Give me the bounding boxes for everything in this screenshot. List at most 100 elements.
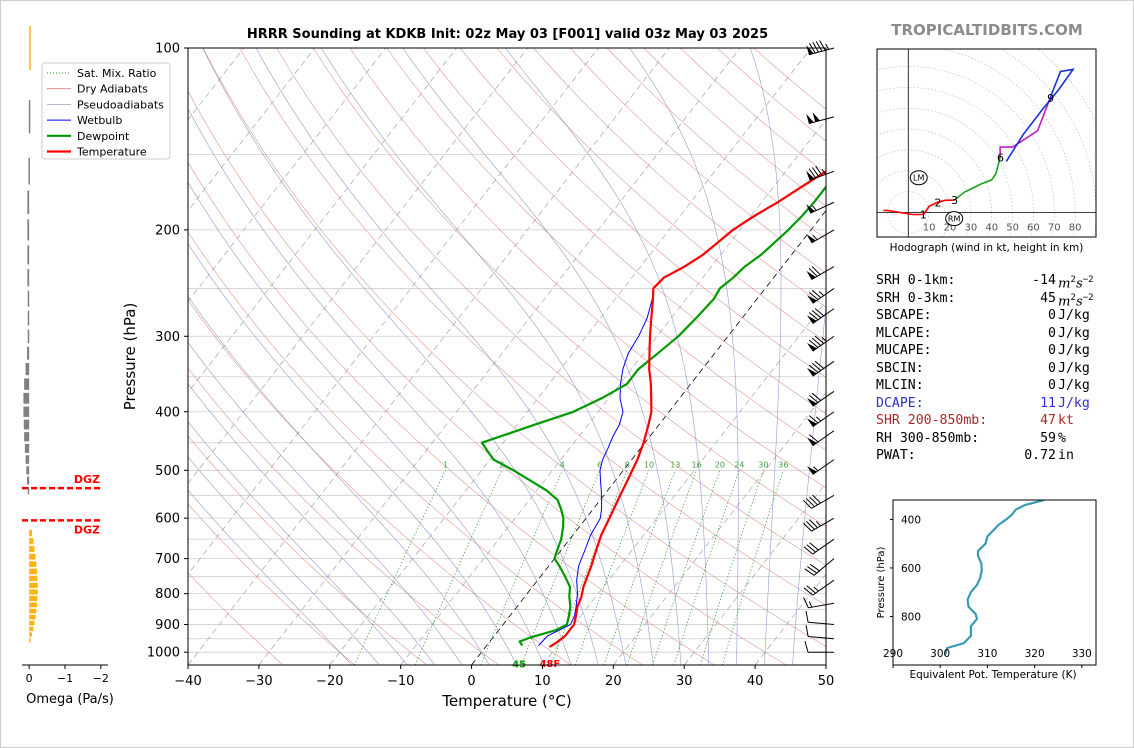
thetae-x-tick-label: 310 — [977, 648, 997, 660]
stat-label: SRH 0-3km: — [876, 290, 956, 306]
barb-full — [808, 364, 819, 373]
barb-full — [806, 585, 816, 594]
barb-flag — [806, 270, 816, 280]
omega-bar — [27, 310, 30, 326]
mixing-ratio-label: 16 — [691, 460, 701, 469]
barb-full — [808, 291, 819, 301]
hodo-segment — [953, 157, 1001, 201]
stat-row: SRH 0-1km: -14 m2s−2 — [876, 272, 1106, 292]
pseudoadiabat — [629, 48, 739, 665]
temperature-line — [548, 170, 826, 648]
isotherm — [683, 482, 826, 665]
stat-unit: J/kg — [1058, 360, 1090, 376]
barb-flag — [806, 170, 815, 181]
barb-full — [804, 641, 809, 653]
isotherm — [188, 48, 599, 575]
dry-adiabat — [188, 503, 356, 665]
x-tick-label: 30 — [676, 674, 693, 689]
barb-full — [803, 597, 809, 609]
omega-tick-label: −1 — [57, 672, 73, 685]
isotherm — [542, 300, 826, 665]
stat-label: MLCIN: — [876, 378, 924, 393]
wind-barb — [806, 201, 835, 214]
barb-full — [809, 519, 818, 529]
wind-barb — [803, 597, 835, 609]
barb-staff — [808, 602, 835, 609]
isotherm — [188, 48, 316, 212]
mixing-ratio-label: 36 — [778, 460, 788, 469]
y-tick-label: 500 — [155, 464, 180, 479]
stat-label: SHR 200-850mb: — [876, 413, 988, 428]
thetae-frame — [892, 499, 1097, 666]
wind-barb — [807, 459, 835, 475]
isotherm — [258, 48, 741, 665]
y-tick-label: 700 — [155, 552, 180, 567]
legend-box — [41, 62, 171, 160]
barb-flag — [806, 45, 814, 55]
barb-staff — [808, 635, 835, 640]
stats-panel: SRH 0-1km: -14 m2s−2 SRH 0-3km: 45 m2s−2 SBCAP… — [876, 272, 1106, 465]
omega-bar — [29, 596, 38, 602]
wind-barb — [803, 517, 835, 532]
barb-full — [809, 563, 820, 572]
omega-bar — [25, 363, 30, 376]
barb-full — [807, 566, 818, 574]
stat-value: 0 — [1048, 378, 1056, 393]
barb-full — [805, 625, 809, 637]
skewt-background: 1 2 4 6 8 10 13 16 20 24 30 36 — [188, 48, 826, 665]
wind-barb — [806, 229, 835, 244]
mixing-ratio-label: 8 — [625, 460, 630, 469]
barb-full — [815, 41, 823, 52]
omega-bar — [29, 546, 35, 553]
omega-bar — [29, 568, 38, 575]
barb-full — [811, 362, 822, 371]
stat-label: SBCIN: — [876, 360, 924, 376]
wind-barb — [807, 360, 835, 377]
thetae-y-tick-label: 800 — [901, 611, 921, 623]
barb-full — [808, 339, 819, 348]
pseudoadiabat — [321, 48, 654, 665]
stat-label: SRH 0-1km: — [876, 273, 956, 288]
x-axis-label: Temperature (°C) — [441, 692, 571, 710]
pseudoadiabat — [188, 243, 517, 665]
stat-value: 0 — [1048, 360, 1056, 376]
barb-full — [808, 312, 819, 321]
pseudoadiabat — [402, 48, 682, 665]
omega-bar — [29, 561, 37, 568]
thetae-x-tick-label: 320 — [1025, 648, 1045, 660]
thetae-line — [943, 500, 1045, 656]
omega-bar — [28, 100, 31, 134]
hodo-segment — [1005, 68, 1075, 162]
dry-adiabat — [188, 90, 787, 665]
barb-full — [808, 434, 819, 443]
y-tick-label: 400 — [155, 405, 180, 420]
barb-flag — [807, 295, 817, 304]
dry-adiabat — [349, 48, 826, 489]
barb-half — [813, 466, 819, 472]
wind-barb — [804, 641, 834, 653]
barb-half — [821, 169, 826, 175]
stat-row: PWAT: 0.72 in — [876, 447, 1106, 465]
wind-barb — [807, 411, 835, 428]
stat-unit: m2s−2 — [1058, 275, 1094, 292]
wind-barb — [803, 538, 835, 555]
dry-adiabat — [188, 435, 428, 665]
barb-staff — [810, 201, 835, 214]
wind-barb — [807, 288, 835, 304]
storm-motion-marker — [909, 170, 928, 186]
omega-bar — [29, 602, 38, 608]
y-tick-label: 600 — [155, 512, 180, 527]
barb-flag — [807, 418, 817, 427]
barb-half — [812, 205, 817, 211]
stat-unit: J/kg — [1058, 325, 1090, 341]
x-tick-label: 10 — [534, 674, 551, 689]
hodo-bg — [877, 49, 1096, 237]
stat-row: SHR 200-850mb: 47 kt — [876, 412, 1106, 430]
stat-label: MLCAPE: — [876, 325, 932, 341]
barb-full — [804, 568, 815, 576]
wind-barb — [806, 40, 835, 56]
stat-row: DCAPE: 11 J/kg — [876, 395, 1106, 413]
thetae-x-tick-label: 300 — [930, 648, 950, 660]
barb-staff — [812, 579, 835, 596]
